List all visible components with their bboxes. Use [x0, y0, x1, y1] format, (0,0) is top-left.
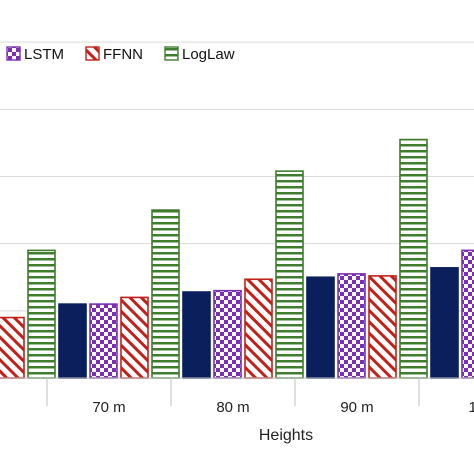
legend-swatch-lstm [6, 46, 21, 61]
bar-ffnn-3 [368, 275, 397, 379]
bar-ffnn-1 [120, 296, 149, 379]
bar-lstm-3 [337, 273, 366, 379]
bar-series-1-1 [58, 303, 87, 379]
bar-series-1-3 [306, 276, 335, 379]
x-tick-label: 70 m [92, 399, 125, 416]
legend-label-loglaw: LogLaw [182, 46, 235, 63]
bar-loglaw-0 [27, 249, 56, 379]
x-tick-label: 100 [468, 399, 474, 416]
x-tick-labels: 70 m 80 m 90 m 100 [92, 399, 474, 416]
x-axis-title: Heights [259, 427, 313, 444]
bar-series-1-2 [182, 291, 211, 379]
x-tick-label: 90 m [340, 399, 373, 416]
bar-loglaw-1 [151, 209, 180, 379]
legend-swatch-loglaw [164, 46, 179, 61]
bar-lstm-1 [89, 303, 118, 379]
legend-swatch-ffnn [85, 46, 100, 61]
legend-label-lstm: LSTM [24, 46, 64, 63]
bars [0, 138, 474, 379]
bar-loglaw-3 [399, 138, 428, 379]
bar-lstm-2 [213, 289, 242, 379]
bar-lstm-4 [461, 249, 474, 379]
bar-series-1-4 [430, 267, 459, 379]
legend: LSTM FFNN LogLaw [6, 46, 235, 63]
bar-ffnn-2 [244, 278, 273, 379]
legend-label-ffnn: FFNN [103, 46, 143, 63]
x-tick-label: 80 m [216, 399, 249, 416]
bar-ffnn-0 [0, 316, 25, 379]
x-ticks [46, 378, 420, 406]
bar-loglaw-2 [275, 170, 304, 379]
